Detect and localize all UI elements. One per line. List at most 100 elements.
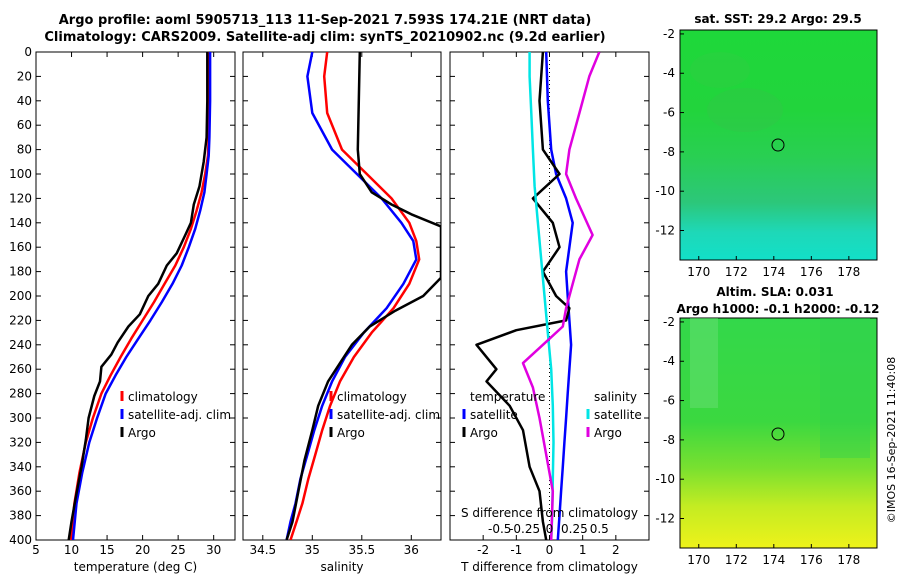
x-tick-label: 2 [612,543,620,557]
y-tick-label: 0 [24,45,32,59]
map-x-tick-label: 172 [725,265,748,279]
x-tick-label: 34.5 [249,543,276,557]
y-tick-label: 140 [9,216,32,230]
x-axis-label: temperature (deg C) [74,560,197,574]
sst-map-title: sat. SST: 29.2 Argo: 29.5 [694,12,861,26]
sst-patch [707,88,783,132]
x-tick-label: 30 [206,543,221,557]
map-y-tick-label: -12 [655,224,675,238]
x-tick-label: 10 [64,543,79,557]
legend-label: satellite [470,408,518,422]
x-tick-label: 36 [404,543,419,557]
x2-axis-label: S difference from climatology [461,506,638,520]
map-y-tick-label: -6 [663,106,675,120]
map-y-tick-label: -8 [663,433,675,447]
x-tick-label: 25 [171,543,186,557]
legend-label: Argo [470,426,498,440]
title-line1: Argo profile: aoml 5905713_113 11-Sep-20… [59,13,592,28]
series-line-climatology [289,52,421,540]
legend-label: Argo [128,426,156,440]
sla-argo-marker [771,427,785,441]
y-tick-label: 200 [9,289,32,303]
map-x-tick-label: 172 [725,553,748,567]
series-line-t-argo [475,52,571,540]
map-x-tick-label: 176 [800,265,823,279]
difference-panel: -2 -1 0 1 2 T difference from climatology temp… [449,51,650,574]
map-y-tick-label: -8 [663,145,675,159]
x2-tick-label: -0.5 [488,522,511,536]
series-line-satellite-adj-clim [71,52,212,540]
sla-map-title-1: Altim. SLA: 0.031 [716,285,833,299]
y-tick-label: 20 [17,69,32,83]
y-tick-label: 280 [9,387,32,401]
map-y-tick-label: -2 [663,315,675,329]
map-y-tick-label: -6 [663,394,675,408]
x-tick-label: 0 [546,543,554,557]
sla-field [679,317,878,549]
y-tick-label: 80 [17,143,32,157]
y-tick-label: 340 [9,460,32,474]
legend-label: salinity [594,390,637,404]
x-tick-label: -1 [510,543,522,557]
sla-map-axes: 170 172 174 176 178 -2 -4 -6 -8 -10 -12 [655,315,860,567]
y-tick-label: 180 [9,265,32,279]
legend-label: Argo [337,426,365,440]
y-tick-label: 120 [9,191,32,205]
sla-patch [820,318,870,458]
x-tick-label: 20 [135,543,150,557]
y-tick-label: 240 [9,338,32,352]
x2-tick-label: 0.5 [590,522,609,536]
x-tick-label: 35.5 [348,543,375,557]
sst-map: sat. SST: 29.2 Argo: 29.5 [679,12,878,261]
plot-frame [35,51,236,541]
x-axis-label: T difference from climatology [460,560,638,574]
sst-patch [690,52,750,88]
series-line-s-argo [521,52,601,540]
sla-map-title-2: Argo h1000: -0.1 h2000: -0.12 [676,302,879,316]
sla-patch [690,318,718,408]
series-line-argo [67,52,209,540]
y-tick-label: 320 [9,435,32,449]
sst-field [679,29,878,261]
y-tick-label: 260 [9,362,32,376]
map-y-tick-label: -4 [663,354,675,368]
map-x-tick-label: 178 [837,265,860,279]
map-y-tick-label: -12 [655,512,675,526]
map-x-tick-label: 176 [800,553,823,567]
y-tick-label: 220 [9,313,32,327]
map-y-tick-label: -10 [655,472,675,486]
legend-label: satellite [594,408,642,422]
plot-frame [242,51,442,541]
y-tick-label: 400 [9,533,32,547]
x-tick-label: -2 [477,543,489,557]
legend-label: temperature [470,390,545,404]
map-x-tick-label: 170 [687,265,710,279]
series-line-s-satellite [528,52,555,540]
x-tick-label: 15 [99,543,114,557]
y-tick-label: 100 [9,167,32,181]
series-line-t-satellite [544,52,574,540]
x2-tick-label: 0 [546,522,554,536]
x2-tick-label: 0.25 [561,522,588,536]
map-y-tick-label: -4 [663,66,675,80]
legend-label: satellite-adj. clim [128,408,231,422]
x2-tick-label: -0.25 [509,522,540,536]
map-y-tick-label: -10 [655,184,675,198]
x-axis-label: salinity [320,560,363,574]
y-tick-label: 160 [9,240,32,254]
sst-argo-marker [771,138,785,152]
y-tick-label: 40 [17,94,32,108]
map-x-tick-label: 178 [837,553,860,567]
legend-label: Argo [594,426,622,440]
y-tick-label: 60 [17,118,32,132]
salinity-panel: 34.5 35 35.5 36 salinity climatology satellite… [242,51,442,574]
map-y-tick-label: -2 [663,27,675,41]
legend-label: satellite-adj. clim [337,408,440,422]
series-line-argo [285,52,441,540]
title-line2: Climatology: CARS2009. Satellite-adj cli… [44,30,605,45]
map-x-tick-label: 170 [687,553,710,567]
x-tick-label: 1 [579,543,587,557]
legend-label: climatology [128,390,198,404]
temperature-panel: 5 10 15 20 25 30 temperature (deg C) 0 20 40 60 80 1… [9,45,236,574]
